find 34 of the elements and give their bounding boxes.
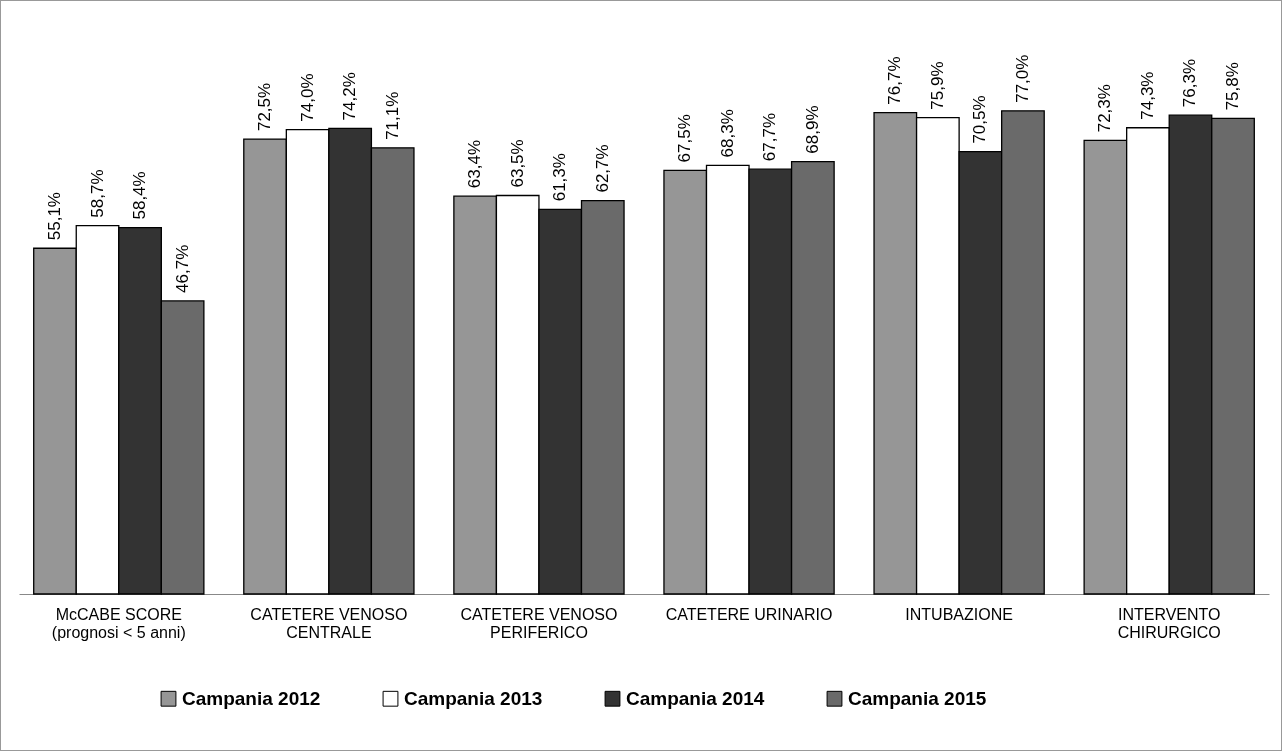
data-label: 63,5%	[507, 139, 527, 188]
data-label: 68,3%	[717, 109, 737, 158]
data-label: 67,5%	[675, 114, 695, 163]
data-label: 74,0%	[297, 73, 317, 122]
data-label: 74,2%	[340, 72, 360, 121]
x-tick-label: CATETERE URINARIO	[665, 605, 833, 623]
data-label: 63,4%	[465, 139, 485, 189]
data-label: 62,7%	[592, 144, 612, 193]
data-label: 75,8%	[1223, 62, 1243, 111]
x-tick-label: INTUBAZIONE	[905, 605, 1013, 623]
data-label: 61,3%	[550, 153, 570, 202]
data-label: 68,9%	[802, 105, 822, 154]
data-label: 76,3%	[1180, 59, 1200, 108]
legend-label: Campania 2013	[404, 687, 543, 709]
data-label: 58,7%	[87, 169, 107, 218]
data-label: 72,5%	[255, 82, 275, 132]
data-label: 55,1%	[44, 192, 64, 241]
data-label: 77,0%	[1012, 54, 1032, 103]
x-tick-label: INTERVENTO CHIRURGICO	[1117, 605, 1221, 641]
x-tick-label: McCABE SCORE (prognosi < 5 anni)	[51, 605, 186, 641]
legend-label: Campania 2012	[182, 687, 321, 709]
data-label: 67,7%	[760, 112, 780, 162]
data-label: 76,7%	[885, 56, 905, 105]
data-label: 71,1%	[382, 91, 402, 140]
data-label: 58,4%	[130, 171, 150, 220]
legend-label: Campania 2015	[848, 687, 987, 709]
data-label: 74,3%	[1137, 71, 1157, 120]
data-label: 46,7%	[172, 244, 192, 293]
x-tick-label: CATETERE VENOSO CENTRALE	[250, 605, 408, 641]
x-tick-label: CATETERE VENOSO PERIFERICO	[460, 605, 618, 641]
data-label: 75,9%	[927, 61, 947, 110]
data-label: 72,3%	[1095, 84, 1115, 133]
data-label: 70,5%	[970, 95, 990, 144]
legend-label: Campania 2014	[626, 687, 765, 709]
